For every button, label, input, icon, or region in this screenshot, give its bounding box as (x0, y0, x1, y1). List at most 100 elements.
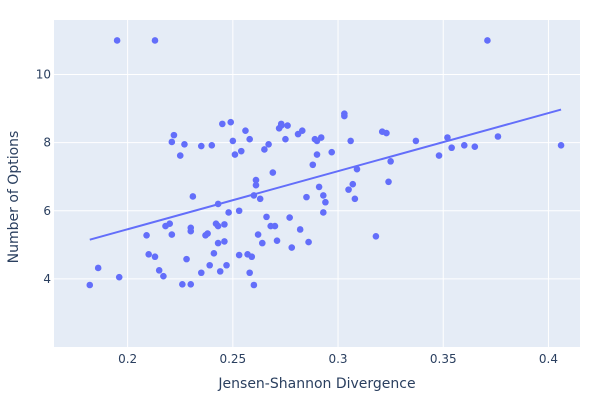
data-point (284, 122, 291, 129)
data-point (197, 142, 205, 150)
data-point (197, 269, 205, 277)
data-point (214, 200, 222, 208)
data-point (94, 264, 102, 272)
data-point (412, 137, 420, 145)
data-point (353, 165, 361, 173)
data-point (242, 127, 249, 135)
x-tick-label: 0.4 (539, 352, 558, 366)
data-point (221, 238, 228, 245)
data-point (221, 221, 228, 228)
data-point (328, 148, 336, 156)
data-point (246, 269, 253, 277)
data-point (214, 239, 222, 247)
data-point (187, 227, 195, 235)
data-point (246, 135, 253, 143)
data-point (265, 141, 272, 148)
data-point (341, 110, 348, 117)
data-point (448, 144, 455, 152)
data-point (286, 214, 293, 221)
data-point (223, 261, 230, 269)
data-point (210, 250, 218, 257)
data-point (471, 143, 479, 151)
data-point (444, 134, 451, 141)
x-tick-label: 0.35 (430, 352, 457, 366)
data-point (189, 193, 197, 200)
data-point (176, 152, 184, 159)
data-point (298, 127, 306, 135)
data-point (113, 37, 121, 44)
data-point (385, 178, 392, 186)
data-point (208, 142, 216, 149)
data-point (225, 209, 232, 216)
data-point (460, 142, 468, 149)
data-point (269, 169, 277, 176)
data-point (258, 239, 266, 247)
data-point (170, 131, 178, 139)
data-point (320, 192, 327, 199)
data-point (166, 220, 174, 227)
data-point (248, 253, 256, 261)
data-point (252, 181, 260, 189)
data-point (227, 118, 235, 126)
data-point (273, 237, 281, 245)
x-tick-label: 0.2 (118, 352, 137, 366)
x-axis-title: Jensen-Shannon Divergence (217, 376, 415, 392)
data-point (345, 186, 352, 193)
data-point (494, 133, 502, 140)
data-point (322, 198, 329, 206)
data-point (235, 251, 243, 259)
data-point (387, 158, 394, 165)
data-point (187, 281, 195, 288)
data-point (231, 151, 239, 158)
data-point (383, 129, 390, 137)
data-point (143, 231, 150, 239)
x-axis-ticks: 0.2 0.25 0.3 0.35 0.4 (118, 352, 558, 366)
plot-background (54, 20, 580, 347)
data-point (351, 195, 359, 203)
data-point (435, 152, 443, 159)
data-point (263, 213, 270, 221)
data-point (484, 37, 491, 44)
data-point (204, 230, 211, 237)
data-point (277, 122, 285, 129)
data-point (151, 37, 159, 44)
data-point (179, 281, 186, 288)
y-tick-label: 6 (43, 204, 51, 218)
data-point (372, 232, 380, 240)
data-point (206, 261, 213, 269)
data-point (160, 272, 167, 280)
data-point (347, 137, 354, 145)
data-point (349, 180, 357, 188)
y-axis-title: Number of Options (6, 131, 22, 264)
data-point (252, 176, 260, 184)
data-point (216, 268, 224, 275)
data-point (250, 281, 258, 289)
x-tick-label: 0.3 (328, 352, 347, 366)
data-point (151, 253, 159, 261)
data-point (155, 267, 163, 274)
y-tick-label: 4 (43, 272, 51, 286)
data-point (256, 195, 264, 203)
data-point (115, 273, 123, 281)
trendline-layer (89, 108, 562, 241)
data-point (219, 120, 226, 128)
data-point (237, 147, 245, 155)
data-point (168, 138, 176, 146)
trendline (89, 108, 562, 241)
data-point (296, 226, 304, 233)
data-point (303, 193, 310, 201)
data-point (229, 137, 237, 145)
data-point (282, 135, 289, 143)
data-point (320, 209, 327, 216)
data-point (168, 231, 176, 238)
y-tick-label: 10 (36, 68, 51, 82)
data-point (309, 161, 317, 169)
data-point (271, 222, 279, 230)
data-point (145, 251, 152, 258)
data-point (261, 146, 268, 153)
data-point (250, 192, 258, 199)
data-point (317, 134, 325, 141)
data-point (86, 281, 94, 289)
data-point (557, 142, 565, 149)
